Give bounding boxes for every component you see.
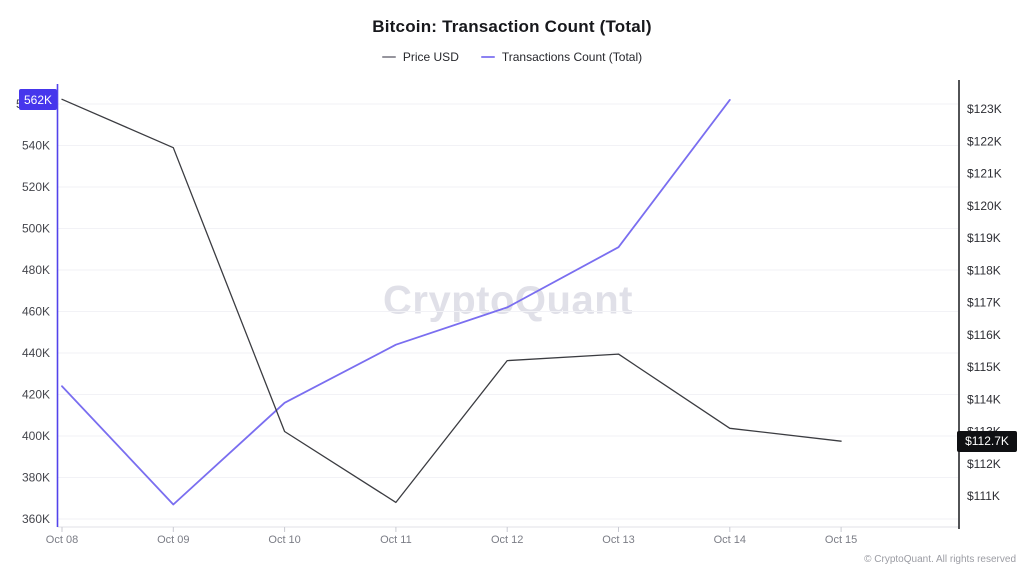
legend-label-price-usd: Price USD	[402, 50, 459, 64]
x-axis-label: Oct 14	[714, 534, 746, 546]
legend-item-price-usd[interactable]: Price USD	[381, 50, 459, 64]
left-axis-tick-label: 460K	[22, 305, 50, 319]
right-axis-tick-label: $120K	[967, 199, 1002, 213]
legend: Price USD Transactions Count (Total)	[0, 50, 1024, 64]
price-last-value-badge: $112.7K	[957, 430, 1017, 452]
x-axis-label: Oct 10	[268, 534, 300, 546]
right-axis-tick-label: $115K	[967, 360, 1001, 374]
left-axis-tick-label: 500K	[22, 222, 50, 236]
right-axis-tick-label: $122K	[967, 134, 1002, 148]
legend-label-transactions-count: Transactions Count (Total)	[501, 50, 643, 64]
right-axis-tick-label: $123K	[967, 102, 1002, 116]
transactions-last-value-badge: 562K	[19, 89, 57, 111]
left-axis-tick-label: 520K	[22, 180, 50, 194]
x-axis-label: Oct 12	[491, 534, 523, 546]
x-axis-label: Oct 11	[380, 534, 412, 546]
x-axis-label: Oct 13	[602, 534, 634, 546]
left-axis-tick-label: 360K	[22, 512, 50, 526]
x-axis-label: Oct 09	[157, 534, 189, 546]
transactions-line-swatch-icon	[480, 56, 495, 58]
left-axis-tick-label: 440K	[22, 346, 50, 360]
left-axis-tick-label: 380K	[22, 471, 50, 485]
right-axis-tick-label: $117K	[967, 296, 1001, 310]
chart-title: Bitcoin: Transaction Count (Total)	[372, 17, 652, 36]
right-axis-tick-label: $118K	[967, 263, 1001, 277]
copyright-text: © CryptoQuant. All rights reserved	[864, 554, 1016, 565]
right-axis-tick-label: $119K	[967, 231, 1001, 245]
legend-item-transactions-count[interactable]: Transactions Count (Total)	[480, 50, 643, 64]
left-axis-tick-label: 400K	[22, 429, 50, 443]
right-axis-tick-label: $114K	[967, 392, 1001, 406]
left-axis-tick-label: 480K	[22, 263, 50, 277]
right-axis-tick-label: $112K	[967, 457, 1001, 471]
left-axis-tick-label: 420K	[22, 388, 50, 402]
right-axis-tick-label: $121K	[967, 167, 1002, 181]
x-axis-label: Oct 15	[825, 534, 857, 546]
price-line-swatch-icon	[381, 56, 396, 58]
right-axis-tick-label: $111K	[967, 489, 1000, 503]
x-axis-label: Oct 08	[46, 534, 78, 546]
right-axis-tick-label: $116K	[967, 328, 1001, 342]
price-line	[61, 98, 842, 504]
left-axis-tick-label: 540K	[22, 139, 50, 153]
transactions-line	[61, 99, 731, 506]
